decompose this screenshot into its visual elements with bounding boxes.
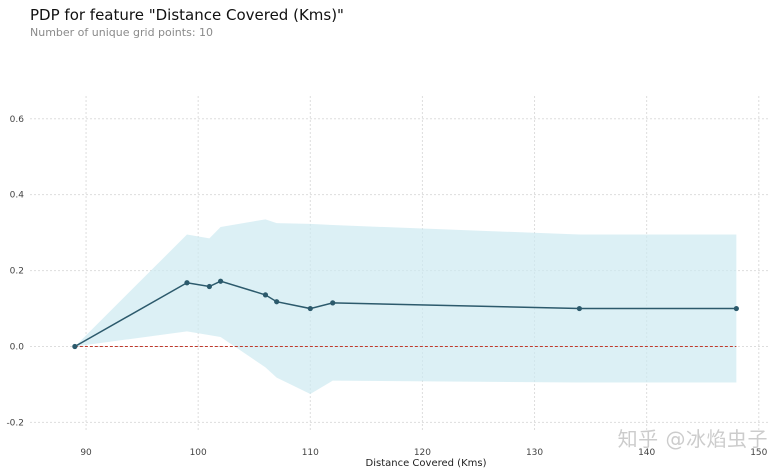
pdp-point xyxy=(307,305,313,312)
x-tick-label: 140 xyxy=(638,448,655,458)
y-tick-label: 0.4 xyxy=(10,191,25,201)
x-axis-label: Distance Covered (Kms) xyxy=(366,458,487,469)
x-tick-label: 100 xyxy=(190,448,207,458)
y-tick-label: -0.2 xyxy=(6,418,24,428)
pdp-point xyxy=(206,283,212,290)
pdp-point xyxy=(262,292,269,298)
x-tick-label: 90 xyxy=(80,448,92,458)
y-tick-label: 0.2 xyxy=(10,267,24,277)
pdp-point xyxy=(576,305,582,312)
watermark-text: 知乎 @冰焰虫子 xyxy=(617,427,768,451)
x-tick-label: 120 xyxy=(414,448,431,458)
chart-subtitle: Number of unique grid points: 10 xyxy=(30,26,214,39)
x-tick-label: 130 xyxy=(526,448,543,458)
pdp-point xyxy=(274,299,280,305)
pdp-point xyxy=(184,280,190,286)
x-tick-label: 150 xyxy=(750,448,767,458)
pdp-point xyxy=(330,300,336,306)
y-tick-label: 0.0 xyxy=(10,343,25,353)
y-tick-label: 0.6 xyxy=(10,115,25,125)
pdp-point xyxy=(218,278,224,284)
pdp-point xyxy=(733,305,739,312)
pdp-point xyxy=(72,343,78,350)
confidence-band xyxy=(74,219,737,394)
chart-title: PDP for feature "Distance Covered (Kms)" xyxy=(30,6,344,24)
x-tick-label: 110 xyxy=(302,448,319,458)
pdp-line xyxy=(74,280,737,348)
